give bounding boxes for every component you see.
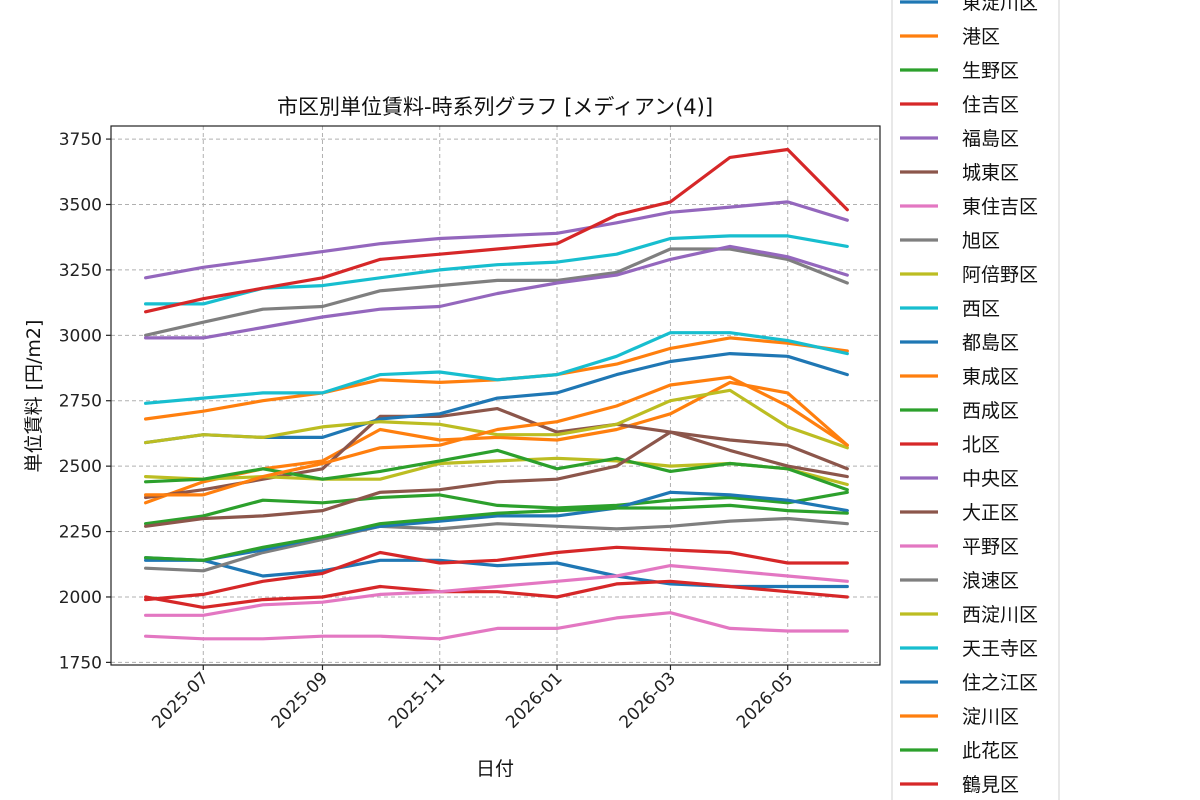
legend-label: 浪速区: [962, 570, 1019, 592]
series-line-14: [144, 244, 849, 340]
legend-label: 都島区: [962, 332, 1019, 354]
series-line-7: [144, 247, 849, 337]
x-tick-label: 2026-03: [616, 668, 680, 732]
legend-label: 北区: [962, 434, 1000, 456]
y-tick-label: 2750: [59, 392, 102, 412]
y-tick-label: 3750: [59, 130, 102, 150]
series-line-20: [144, 490, 849, 562]
legend-label: 鶴見区: [962, 774, 1019, 796]
series-line-12: [144, 448, 849, 492]
y-axis-ticks: 1750 2000 2250 2500 2750 3000 3250 3500 3750: [59, 130, 111, 673]
legend-label: 淀川区: [962, 706, 1019, 728]
legend-label: 平野区: [962, 536, 1019, 558]
x-axis-ticks: 2025-07 2025-09 2025-11 2026-01 2026-03 2026-…: [148, 665, 797, 733]
legend-label: 此花区: [962, 740, 1019, 762]
legend-label: 福島区: [962, 128, 1019, 150]
legend-label: 住之江区: [962, 672, 1038, 694]
x-tick-label: 2025-07: [148, 668, 212, 732]
series-line-19: [144, 331, 849, 405]
legend-label: 生野区: [962, 60, 1019, 82]
legend-box: [891, 0, 1060, 800]
series-line-18: [144, 388, 849, 450]
legend-label: 東成区: [962, 366, 1019, 388]
legend-label: 東住吉区: [962, 196, 1038, 218]
series-line-5: [144, 407, 849, 500]
series-line-13: [144, 147, 849, 314]
legend-label: 住吉区: [962, 94, 1019, 116]
legend: 東淀川区港区生野区住吉区福島区城東区東住吉区旭区阿倍野区西区都島区東成区西成区北…: [891, 0, 1060, 800]
series-line-16: [144, 563, 849, 617]
legend-label: 西区: [962, 298, 1000, 320]
chart-title: 市区別単位賃料-時系列グラフ [メディアン(4)]: [277, 95, 713, 119]
legend-label: 西淀川区: [962, 604, 1038, 626]
series-line-3: [144, 579, 849, 610]
legend-label: 旭区: [962, 230, 1000, 252]
legend-label: 西成区: [962, 400, 1019, 422]
y-tick-label: 1750: [59, 653, 102, 673]
legend-label: 阿倍野区: [962, 264, 1038, 286]
y-tick-label: 3500: [59, 195, 102, 215]
plot-frame: [110, 125, 881, 666]
x-tick-label: 2025-11: [385, 668, 449, 732]
x-axis-label: 日付: [476, 758, 514, 780]
legend-label: 城東区: [962, 162, 1019, 184]
legend-label: 天王寺区: [962, 638, 1038, 660]
x-tick-label: 2026-01: [502, 668, 566, 732]
series-line-21: [144, 375, 849, 497]
legend-label: 中央区: [962, 468, 1019, 490]
y-tick-label: 2250: [59, 523, 102, 543]
y-tick-label: 3250: [59, 261, 102, 281]
series-line-6: [144, 611, 849, 641]
series-line-2: [144, 490, 849, 526]
legend-label: 東淀川区: [962, 0, 1038, 14]
y-tick-label: 2000: [59, 588, 102, 608]
x-tick-label: 2026-05: [733, 668, 797, 732]
y-axis-label: 単位賃料 [円/m2]: [23, 320, 45, 473]
series-line-4: [144, 200, 849, 280]
x-tick-label: 2025-09: [268, 668, 332, 732]
y-tick-label: 2500: [59, 457, 102, 477]
series-line-15: [144, 430, 849, 528]
series-line-17: [144, 516, 849, 573]
legend-label: 港区: [962, 26, 1000, 48]
series-lines: [144, 147, 849, 641]
y-tick-label: 3000: [59, 326, 102, 346]
series-line-23: [144, 545, 849, 602]
legend-label: 大正区: [962, 502, 1019, 524]
series-line-22: [144, 503, 849, 562]
